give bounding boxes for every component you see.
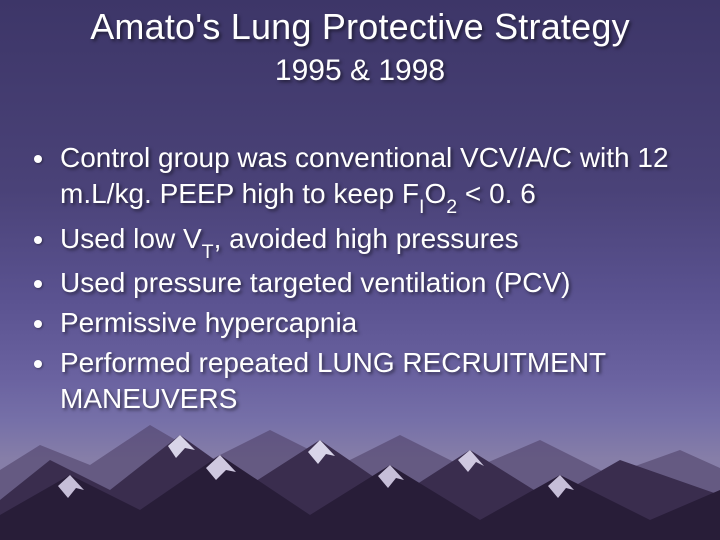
- bullet-item: Control group was conventional VCV/A/C w…: [34, 140, 684, 217]
- bullet-dot-icon: [34, 155, 42, 163]
- bullet-item: Performed repeated LUNG RECRUITMENT MANE…: [34, 345, 684, 417]
- bullet-dot-icon: [34, 236, 42, 244]
- bullet-text: Control group was conventional VCV/A/C w…: [60, 140, 684, 217]
- bullet-item: Used low VT, avoided high pressures: [34, 221, 684, 262]
- bullet-item: Used pressure targeted ventilation (PCV): [34, 265, 684, 301]
- slide-subtitle: 1995 & 1998: [0, 54, 720, 88]
- bullet-item: Permissive hypercapnia: [34, 305, 684, 341]
- slide-title: Amato's Lung Protective Strategy: [0, 6, 720, 48]
- slide: Amato's Lung Protective Strategy 1995 & …: [0, 0, 720, 540]
- bullet-dot-icon: [34, 360, 42, 368]
- bullet-text: Performed repeated LUNG RECRUITMENT MANE…: [60, 345, 684, 417]
- bullet-text: Permissive hypercapnia: [60, 305, 357, 341]
- bullet-text: Used pressure targeted ventilation (PCV): [60, 265, 570, 301]
- bullet-dot-icon: [34, 280, 42, 288]
- bullet-dot-icon: [34, 320, 42, 328]
- slide-body: Control group was conventional VCV/A/C w…: [34, 140, 684, 420]
- bullet-text: Used low VT, avoided high pressures: [60, 221, 519, 262]
